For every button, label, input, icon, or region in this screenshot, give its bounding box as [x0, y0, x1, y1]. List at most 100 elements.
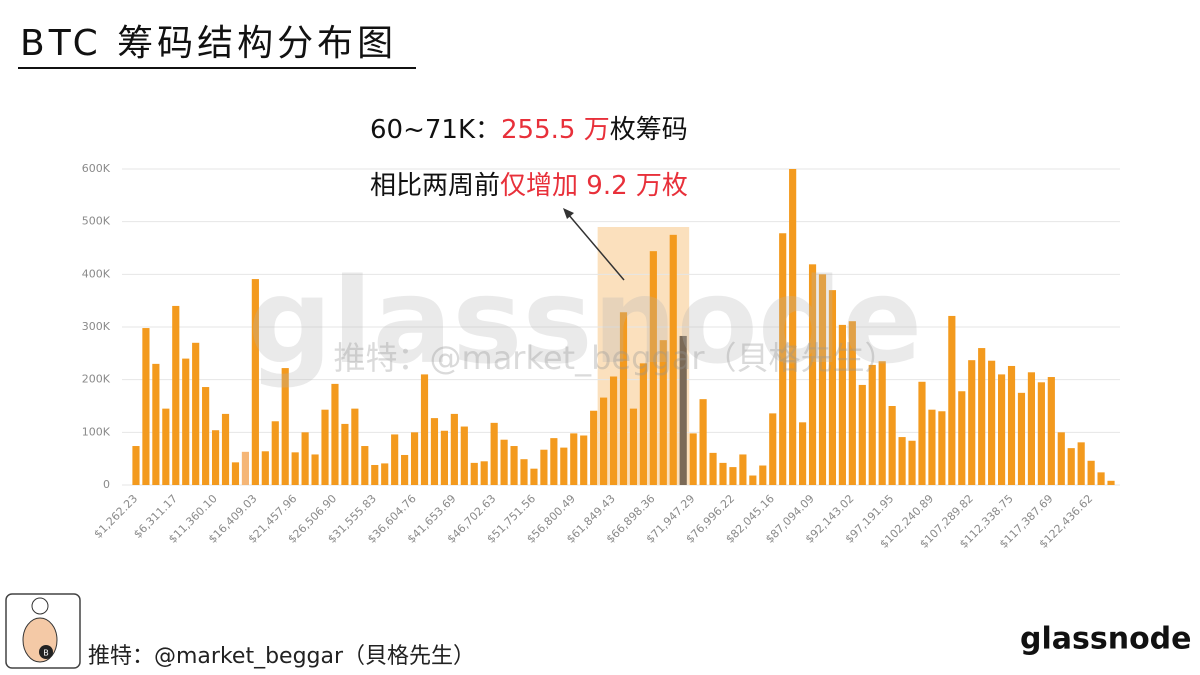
bar — [600, 397, 608, 485]
bar — [988, 360, 996, 485]
avatar: B — [5, 593, 81, 669]
bar — [202, 387, 210, 485]
bar — [1037, 382, 1045, 485]
bar — [1047, 377, 1055, 485]
watermark-credit: 推特：@market_beggar（貝格先生） — [334, 339, 897, 377]
bar — [261, 451, 269, 485]
bar — [550, 438, 558, 485]
bar — [381, 463, 389, 485]
logo: glassnode — [1020, 622, 1192, 657]
bar — [908, 440, 916, 485]
bar — [789, 169, 797, 485]
watermark: glassnode — [248, 252, 923, 390]
bar — [928, 409, 936, 485]
bar — [460, 426, 468, 485]
bar — [1087, 460, 1095, 485]
bar — [371, 464, 379, 485]
annotation-part: 仅增加 9.2 万枚 — [500, 171, 688, 201]
bar — [341, 423, 349, 485]
bar — [311, 454, 319, 485]
bar — [361, 446, 369, 485]
bar — [619, 312, 628, 485]
bar — [1057, 432, 1065, 485]
bar — [997, 374, 1006, 485]
bar — [231, 462, 240, 485]
bar — [172, 305, 180, 485]
annotation-part: 枚筹码 — [610, 115, 688, 145]
bar — [828, 290, 837, 485]
bar — [858, 384, 866, 485]
bar — [719, 462, 727, 485]
bar — [420, 374, 429, 485]
bar — [351, 408, 359, 485]
bar — [211, 430, 220, 485]
bar — [629, 408, 638, 485]
y-tick-label: 500K — [82, 215, 111, 228]
bar — [1107, 480, 1115, 485]
bar — [590, 410, 598, 485]
annotation-part: 60~71K： — [370, 115, 501, 145]
annotation: 60~71K：255.5 万枚筹码 — [370, 115, 688, 145]
bar — [808, 264, 817, 485]
bar — [510, 446, 518, 485]
bar — [649, 251, 657, 485]
bar — [182, 358, 190, 485]
arrow — [567, 213, 625, 281]
bar — [1027, 372, 1036, 485]
bar — [868, 364, 876, 485]
bar — [769, 413, 777, 485]
bar — [391, 434, 399, 485]
bar — [500, 439, 508, 485]
y-tick-label: 200K — [82, 373, 111, 386]
svg-text:B: B — [43, 649, 49, 658]
bar — [241, 451, 250, 485]
arrow-head — [563, 208, 574, 219]
bar — [958, 391, 966, 485]
bar — [162, 408, 170, 485]
bar — [331, 383, 339, 485]
bar — [938, 411, 946, 485]
bar — [291, 452, 299, 485]
y-tick-label: 400K — [82, 267, 111, 280]
bar — [679, 335, 687, 485]
annotation-part: 255.5 万 — [501, 115, 610, 145]
bar — [470, 462, 478, 485]
bar — [1017, 392, 1026, 485]
annotation-part: 相比两周前 — [370, 171, 500, 201]
bar — [729, 467, 737, 485]
bar — [520, 459, 528, 485]
bar — [739, 454, 747, 485]
bar — [888, 406, 896, 485]
bar — [659, 340, 667, 485]
bar — [689, 433, 697, 485]
bar — [968, 360, 976, 485]
bar — [401, 454, 409, 485]
bar — [709, 452, 717, 485]
bar — [570, 433, 578, 485]
bar — [251, 279, 259, 485]
chart-title: BTC 筹码结构分布图 — [20, 23, 397, 64]
bar — [749, 475, 757, 485]
bar — [221, 413, 230, 485]
y-tick-label: 0 — [103, 478, 110, 491]
bar — [540, 449, 548, 485]
bar — [609, 376, 618, 485]
y-tick-label: 600K — [82, 162, 111, 175]
bar — [580, 435, 588, 485]
bar — [1077, 442, 1085, 485]
bar — [779, 233, 787, 485]
bar — [1007, 365, 1016, 485]
bar — [132, 446, 140, 485]
y-tick-label: 300K — [82, 320, 111, 333]
bar — [440, 430, 448, 485]
bar — [450, 413, 458, 485]
bar — [978, 348, 986, 485]
bar — [152, 363, 160, 485]
bar — [271, 421, 279, 485]
bar — [669, 234, 677, 485]
footer-credit: 推特：@market_beggar（貝格先生） — [88, 644, 475, 669]
bar — [530, 468, 538, 485]
bar — [490, 422, 498, 485]
